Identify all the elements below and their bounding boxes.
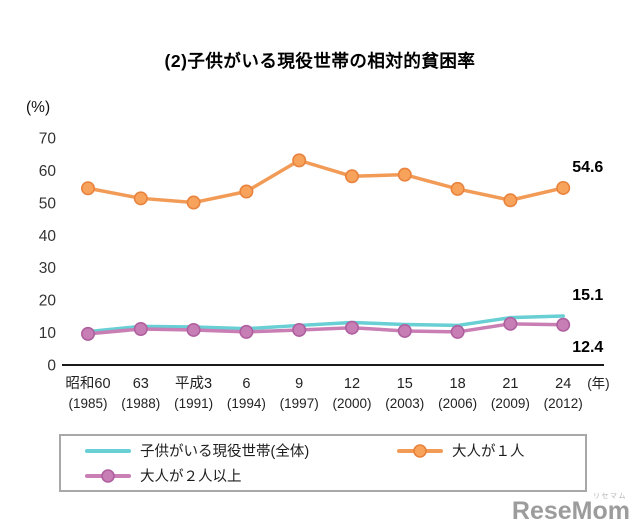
x-axis-unit: (年) <box>587 376 610 391</box>
y-tick-label: 60 <box>39 163 57 180</box>
series-marker-1 <box>186 195 201 210</box>
series-marker-2 <box>556 317 571 332</box>
end-label-0: 15.1 <box>572 287 603 304</box>
series-marker-1 <box>81 181 96 196</box>
x-tick-year: (2009) <box>491 396 530 411</box>
series-marker-2 <box>239 324 254 339</box>
series-marker-1 <box>397 167 412 182</box>
series-line-1 <box>86 158 565 205</box>
series-marker-2 <box>450 324 465 339</box>
y-tick-label: 10 <box>39 325 57 342</box>
x-tick-year: (2003) <box>385 396 424 411</box>
chart-title: (2)子供がいる現役世帯の相対的貧困率 <box>164 51 476 71</box>
legend: 子供がいる現役世帯(全体) 大人が１人大人が２人以上 <box>59 434 587 492</box>
series-line-0 <box>86 314 565 334</box>
legend-label-1: 大人が１人 <box>452 444 525 460</box>
series-marker-1 <box>239 184 254 199</box>
watermark-kana: リセマム <box>593 493 627 501</box>
end-label-1: 54.6 <box>572 159 603 176</box>
x-tick-year: (2000) <box>332 396 371 411</box>
y-tick-label: 20 <box>39 293 57 310</box>
poverty-rate-chart: 0 10 20 30 40 50 60 70 (%) 昭和60 (1985) 63 (1988) 平成3 (… <box>26 99 610 411</box>
y-axis-unit: (%) <box>26 99 50 116</box>
series-marker-1 <box>503 193 518 208</box>
legend-item-1: 大人が１人 <box>397 440 585 461</box>
series-marker-2 <box>344 320 359 335</box>
legend-item-0: 子供がいる現役世帯(全体) <box>85 440 397 461</box>
series-marker-2 <box>133 322 148 337</box>
x-tick-year: (2012) <box>544 396 583 411</box>
legend-label-2: 大人が２人以上 <box>140 469 242 485</box>
series-line-2 <box>86 322 565 336</box>
x-tick-era: 21 <box>502 376 518 392</box>
y-tick-label: 0 <box>47 358 56 375</box>
legend-item-2: 大人が２人以上 <box>85 465 397 486</box>
y-tick-label: 40 <box>39 228 57 245</box>
x-tick-year: (1994) <box>227 396 266 411</box>
series-marker-2 <box>292 322 307 337</box>
x-tick-era: 昭和60 <box>65 375 110 392</box>
x-tick-era: 24 <box>555 376 571 392</box>
x-tick-era: 15 <box>397 376 413 392</box>
series-marker-1 <box>450 181 465 196</box>
series-marker-2 <box>503 316 518 331</box>
series-marker-2 <box>186 322 201 337</box>
watermark-name: ReseMom <box>511 497 630 526</box>
x-tick-year: (1985) <box>68 396 107 411</box>
legend-label-0: 子供がいる現役世帯(全体) <box>140 444 310 460</box>
series-marker-1 <box>556 180 571 195</box>
x-tick-era: 平成3 <box>175 375 212 392</box>
legend-sample-0 <box>85 448 131 453</box>
x-tick-era: 18 <box>450 376 466 392</box>
x-tick-era: 6 <box>242 376 250 392</box>
x-tick-year: (1988) <box>121 396 160 411</box>
legend-sample-2 <box>85 468 131 483</box>
series-marker-2 <box>397 323 412 338</box>
series-marker-2 <box>81 326 96 341</box>
series-marker-1 <box>133 191 148 206</box>
x-tick-era: 9 <box>295 376 303 392</box>
end-label-2: 12.4 <box>572 339 603 356</box>
series-marker-1 <box>292 153 307 168</box>
watermark-resemom: リセマム ReseMom <box>512 493 630 524</box>
x-tick-year: (1997) <box>280 396 319 411</box>
x-tick-era: 63 <box>133 376 149 392</box>
legend-sample-1 <box>397 443 443 458</box>
series-marker-1 <box>344 169 359 184</box>
y-tick-label: 50 <box>39 195 57 212</box>
x-tick-year: (1991) <box>174 396 213 411</box>
x-tick-year: (2006) <box>438 396 477 411</box>
y-tick-label: 70 <box>39 131 57 148</box>
x-tick-era: 12 <box>344 376 360 392</box>
y-tick-label: 30 <box>39 260 57 277</box>
